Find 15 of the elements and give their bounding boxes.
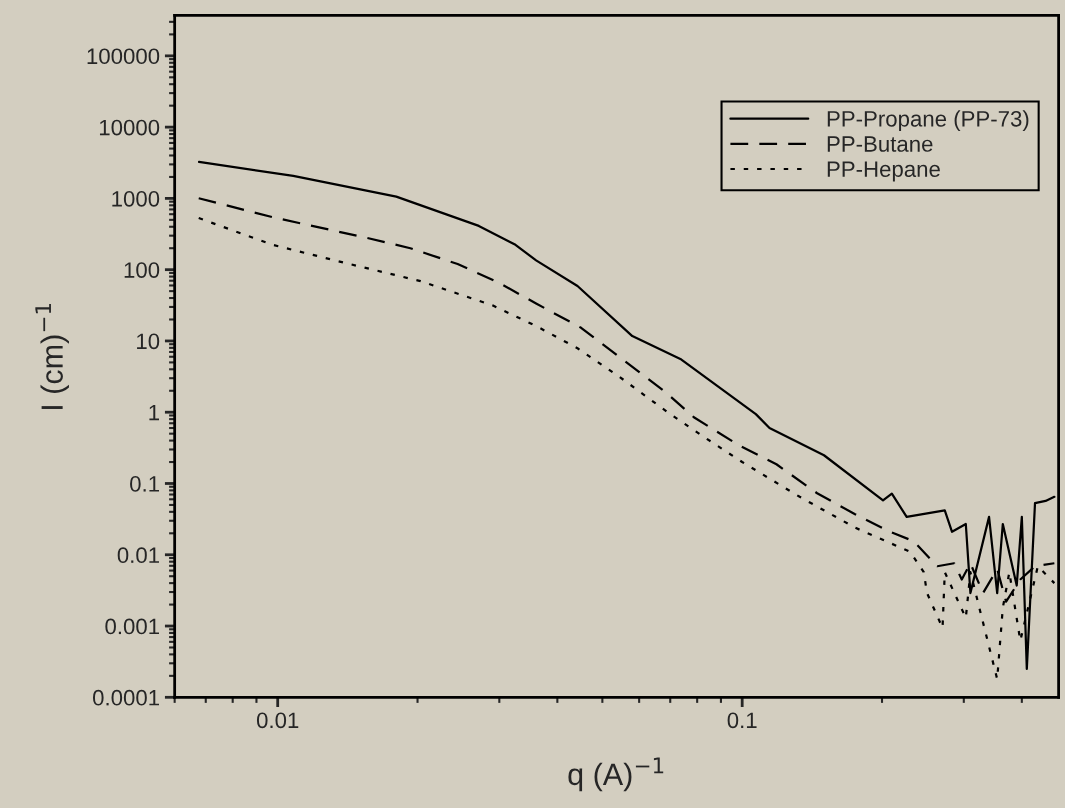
- y-tick-label: 0.01: [117, 547, 159, 564]
- y-tick-label: 0.1: [130, 476, 159, 492]
- y-tick-label: 1: [149, 404, 159, 421]
- x-axis-title: q (A)$^{−1}$: [568, 757, 664, 792]
- y-tick-label: 0.001: [105, 618, 159, 635]
- y-tick-label: 0.0001: [92, 689, 159, 706]
- y-tick-label: 100: [124, 262, 160, 278]
- y-tick-label: 1000: [112, 190, 160, 207]
- y-tick-label: 10000: [99, 119, 160, 136]
- legend-label: PP-Propane (PP-73): [827, 110, 1029, 132]
- y-tick-label: 100000: [87, 48, 160, 65]
- legend-label: PP-Butane: [827, 136, 933, 152]
- y-tick-label: 10: [137, 333, 160, 350]
- legend-label: PP-Hepane: [827, 161, 940, 182]
- y-axis-title: I (cm)$^{−1}$: [35, 303, 69, 409]
